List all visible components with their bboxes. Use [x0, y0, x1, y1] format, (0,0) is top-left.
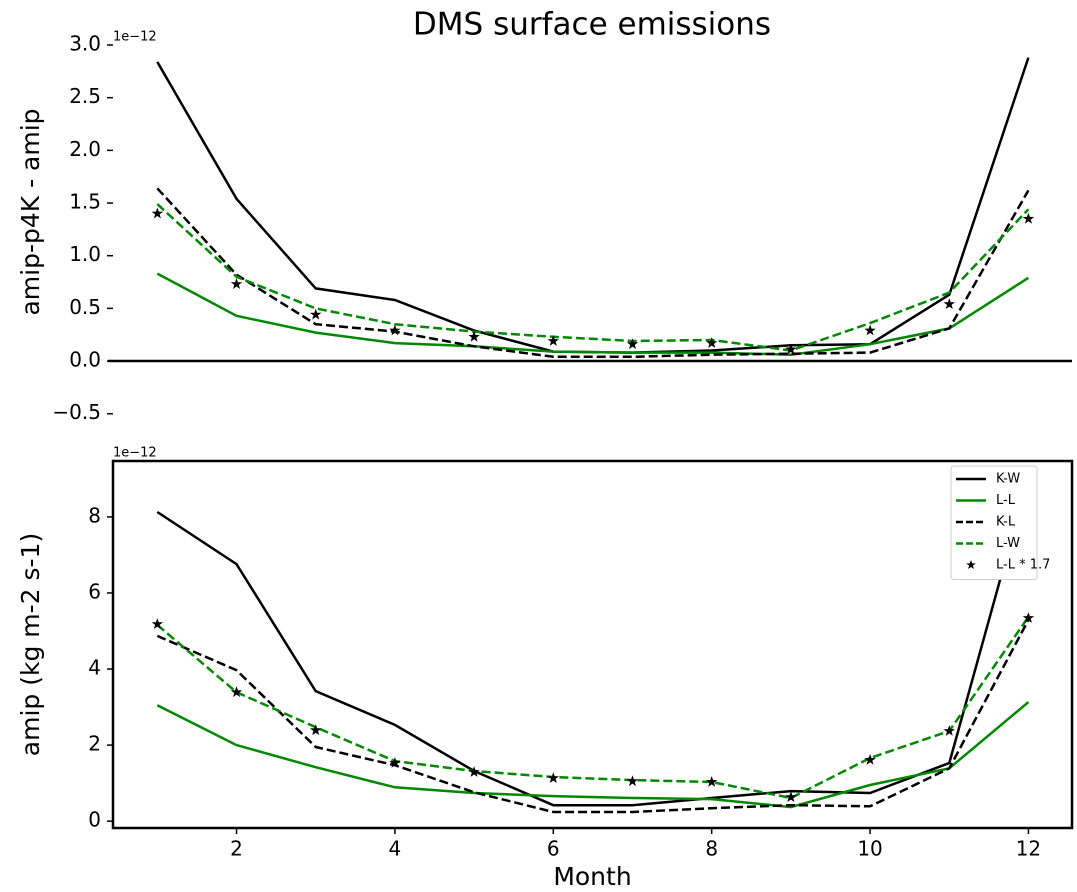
series-line [156, 203, 1030, 352]
x-tick-label: 8 [705, 837, 718, 861]
y-tick-label: 2.0 [69, 137, 101, 161]
y-tick-label: 2.5 [69, 84, 101, 108]
series-line [156, 616, 1030, 800]
series-line [156, 619, 1030, 814]
x-tick-label: 4 [389, 837, 402, 861]
x-tick-label: 10 [857, 837, 882, 861]
star-marker [1022, 612, 1035, 623]
legend-label: K-W [996, 472, 1020, 487]
y-tick-label: 8 [88, 503, 101, 527]
y-axis-label: amip (kg m-2 s-1) [16, 533, 45, 756]
series-line [156, 272, 1030, 356]
star-marker [547, 772, 559, 783]
x-tick-label: 6 [547, 837, 560, 861]
legend-label: L-W [996, 536, 1020, 551]
star-marker [706, 776, 718, 787]
offset-text: 1e−12 [113, 30, 157, 45]
x-tick-label: 2 [230, 837, 243, 861]
star-marker [706, 337, 718, 348]
y-axis-label: amip-p4K - amip [16, 108, 45, 315]
star-marker [864, 753, 876, 765]
y-tick-label: 1.0 [69, 242, 101, 266]
star-marker [151, 207, 164, 219]
series-line [156, 57, 1030, 354]
y-tick-label: 0 [88, 808, 101, 832]
y-tick-label: 0.5 [69, 295, 101, 319]
series-line [156, 187, 1030, 359]
legend-label: K-L [996, 515, 1016, 530]
y-tick-label: 6 [88, 579, 101, 603]
legend-label: L-L [996, 493, 1016, 508]
series-line [156, 477, 1030, 807]
y-tick-label: 4 [88, 656, 101, 680]
star-marker [389, 757, 401, 768]
y-tick-label: 2 [88, 732, 101, 756]
legend-marker [966, 560, 976, 569]
star-marker [310, 724, 322, 736]
series-line [156, 701, 1030, 809]
y-tick-label: −0.5 [52, 400, 101, 424]
star-marker [310, 308, 322, 320]
legend: K-W L-L K-L L-W L-L * 1.7 [950, 465, 1050, 580]
star-marker [468, 766, 480, 777]
star-marker [943, 298, 955, 309]
star-marker [151, 618, 164, 629]
legend-frame [950, 465, 1038, 580]
star-marker [1022, 212, 1035, 224]
star-marker [626, 775, 639, 787]
star-marker [626, 338, 639, 350]
star-marker [230, 686, 243, 698]
offset-text: 1e−12 [113, 446, 157, 461]
star-marker [943, 725, 955, 736]
star-marker [230, 278, 243, 289]
star-marker [785, 343, 797, 355]
legend-label: L-L * 1.7 [996, 558, 1050, 573]
star-marker [864, 324, 876, 336]
star-marker [468, 330, 480, 342]
y-tick-label: 1.5 [69, 190, 101, 214]
y-tick-label: 0.0 [69, 348, 101, 372]
x-tick-label: 12 [1016, 837, 1041, 861]
y-tick-label: 3.0 [69, 32, 101, 56]
chart-title: DMS surface emissions [413, 7, 771, 43]
x-axis-label: Month [553, 862, 631, 891]
plot-frame [111, 459, 1074, 830]
star-marker [389, 324, 401, 336]
star-marker [785, 791, 797, 802]
star-marker [547, 335, 559, 346]
